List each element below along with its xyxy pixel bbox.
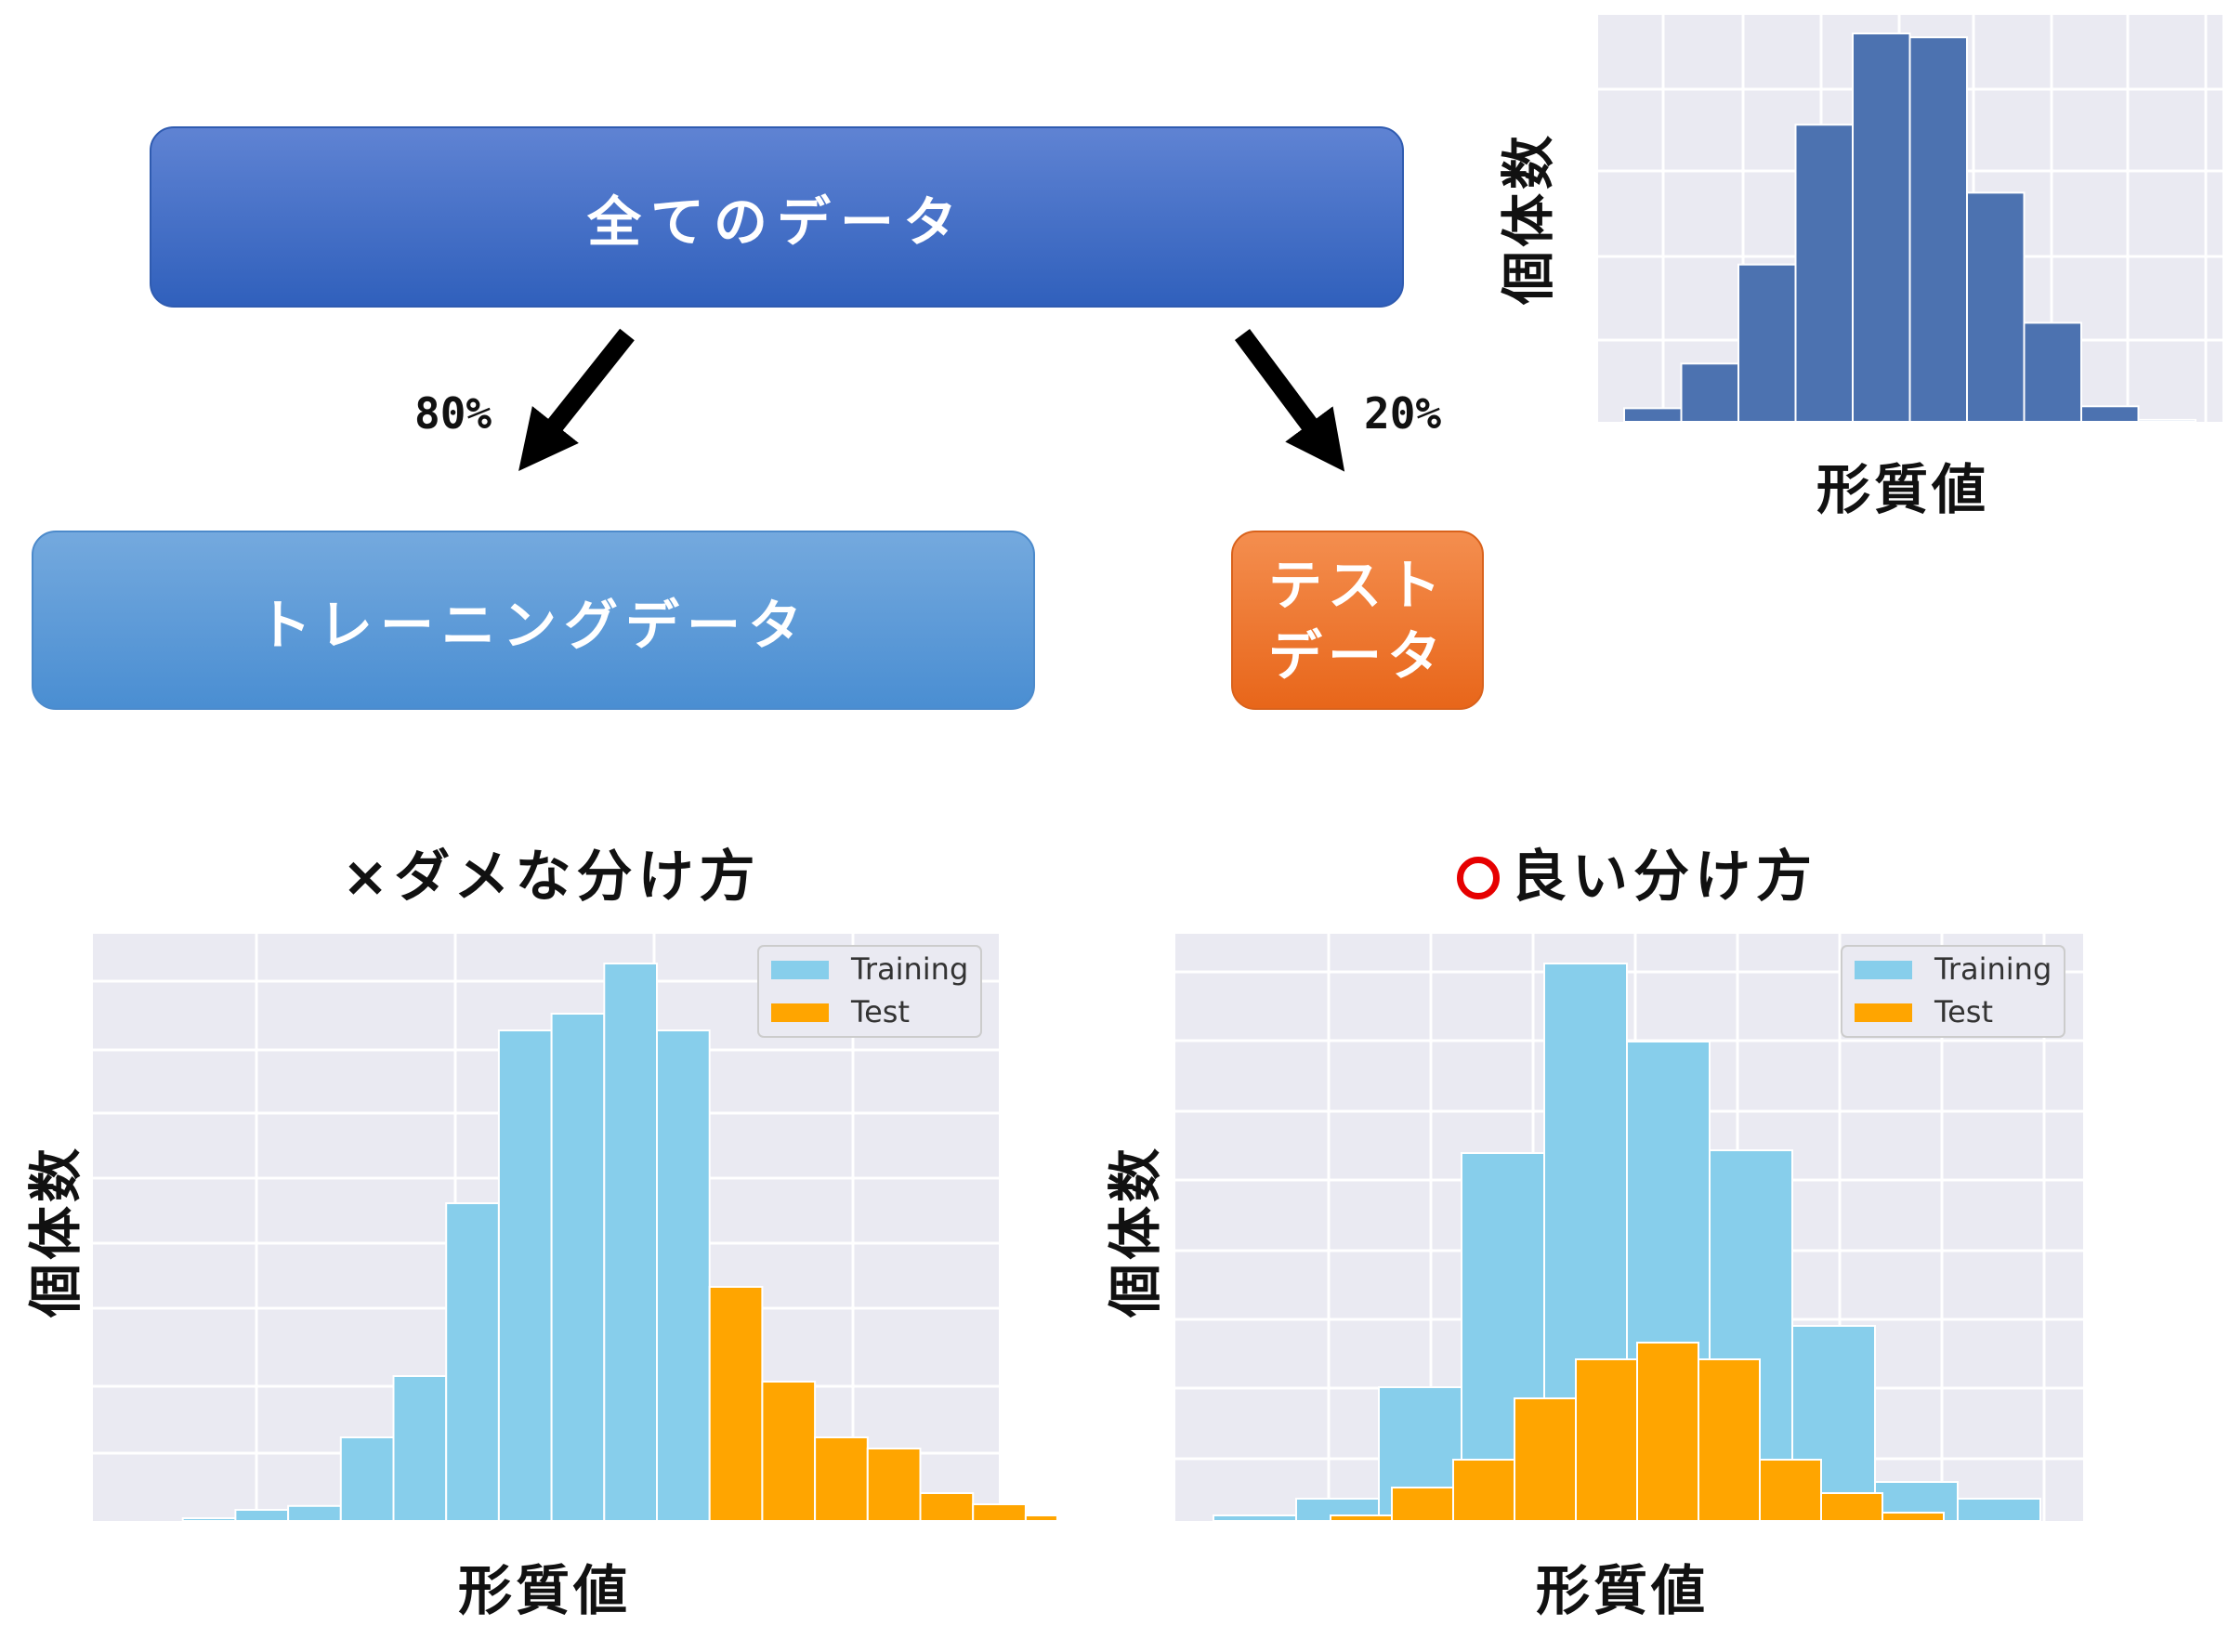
good-chart-training-bar: [1213, 1514, 1297, 1522]
good-chart-legend-label: Test: [1934, 994, 1993, 1029]
good-chart-legend-swatch: [1855, 961, 1912, 979]
good-chart-training-bar: [1957, 1498, 2041, 1522]
bad-chart-test-bar: [919, 1492, 975, 1522]
top-chart-bar: [2080, 405, 2140, 423]
good-chart-legend-label: Training: [1934, 951, 2052, 987]
top-chart-xlabel: 形質値: [1816, 458, 1990, 521]
bad-chart-test-bar: [866, 1448, 922, 1522]
good-circle-icon: [1457, 857, 1500, 899]
good-chart-test-bar: [1575, 1358, 1638, 1522]
bad-chart-training-bar: [497, 1029, 553, 1522]
good-chart-test-bar: [1330, 1514, 1393, 1522]
top-chart-bar: [1908, 36, 1968, 424]
bad-chart-legend-swatch: [771, 1003, 829, 1022]
top-chart-bar: [2137, 418, 2196, 424]
good-chart-test-bar: [1820, 1492, 1883, 1522]
bad-chart-training-bar: [550, 1013, 606, 1522]
all-data-label: 全てのデータ: [586, 190, 966, 254]
good-chart-test-bar: [1759, 1459, 1822, 1522]
training-data-box: トレーニングデータ: [32, 531, 1035, 710]
arrow-to-training: [518, 328, 635, 472]
bad-split-histogram: Training Test: [93, 934, 1058, 1523]
bad-chart-training-bar: [287, 1504, 342, 1523]
bad-chart-test-bar: [708, 1286, 764, 1522]
bad-chart-test-bar: [814, 1436, 869, 1522]
good-split-title-text: 良い分け方: [1511, 845, 1817, 910]
top-chart-bar: [1680, 362, 1739, 423]
top-chart-bar: [2023, 321, 2082, 423]
bad-chart-test-bar: [1024, 1514, 1058, 1522]
bad-chart-training-bar: [392, 1375, 448, 1522]
all-data-box: 全てのデータ: [150, 126, 1404, 308]
good-chart-test-bar: [1698, 1358, 1761, 1522]
test-data-label-line1: テスト: [1267, 553, 1447, 617]
good-chart-test-bar: [1514, 1397, 1577, 1522]
bad-chart-training-bar: [445, 1202, 500, 1522]
test-data-box: テスト データ: [1231, 531, 1484, 710]
train-percent-label: 80%: [414, 388, 492, 439]
test-percent-label: 20%: [1364, 388, 1442, 439]
good-chart-test-bar: [1452, 1459, 1515, 1522]
training-data-label: トレーニングデータ: [256, 593, 809, 657]
good-chart-test-bar: [1882, 1512, 1945, 1522]
good-split-histogram: Training Test: [1175, 934, 2083, 1522]
bad-chart-training-bar: [656, 1029, 711, 1522]
bad-chart-legend-swatch: [771, 961, 829, 979]
all-data-histogram: [1598, 15, 2222, 424]
good-split-title: 良い分け方: [1457, 832, 1817, 912]
top-chart-bar: [1794, 124, 1854, 423]
good-chart-legend-swatch: [1855, 1003, 1912, 1022]
good-chart-test-bar: [1391, 1487, 1454, 1522]
bad-chart-training-bar: [603, 963, 658, 1522]
bad-chart-training-bar: [234, 1509, 290, 1522]
bad-chart-training-bar: [181, 1517, 237, 1522]
good-chart-training-bar: [1791, 1325, 1876, 1522]
top-chart-bar: [1966, 191, 2026, 423]
bad-chart-test-bar: [972, 1503, 1027, 1522]
bad-chart-xlabel: 形質値: [458, 1559, 632, 1622]
bad-chart-test-bar: [761, 1381, 817, 1522]
arrow-to-test: [1234, 329, 1345, 472]
good-chart-test-bar: [1636, 1342, 1699, 1522]
good-chart-xlabel: 形質値: [1536, 1559, 1710, 1622]
bad-split-title: ×ダメな分け方: [342, 845, 761, 910]
bad-chart-legend-label: Test: [850, 994, 910, 1029]
bad-chart-legend-label: Training: [850, 951, 968, 987]
top-chart-bar: [1737, 263, 1797, 423]
top-chart-bar: [1852, 33, 1911, 423]
bad-chart-training-bar: [339, 1436, 395, 1522]
test-data-label-line2: データ: [1267, 623, 1447, 688]
top-chart-bar: [1623, 407, 1683, 423]
